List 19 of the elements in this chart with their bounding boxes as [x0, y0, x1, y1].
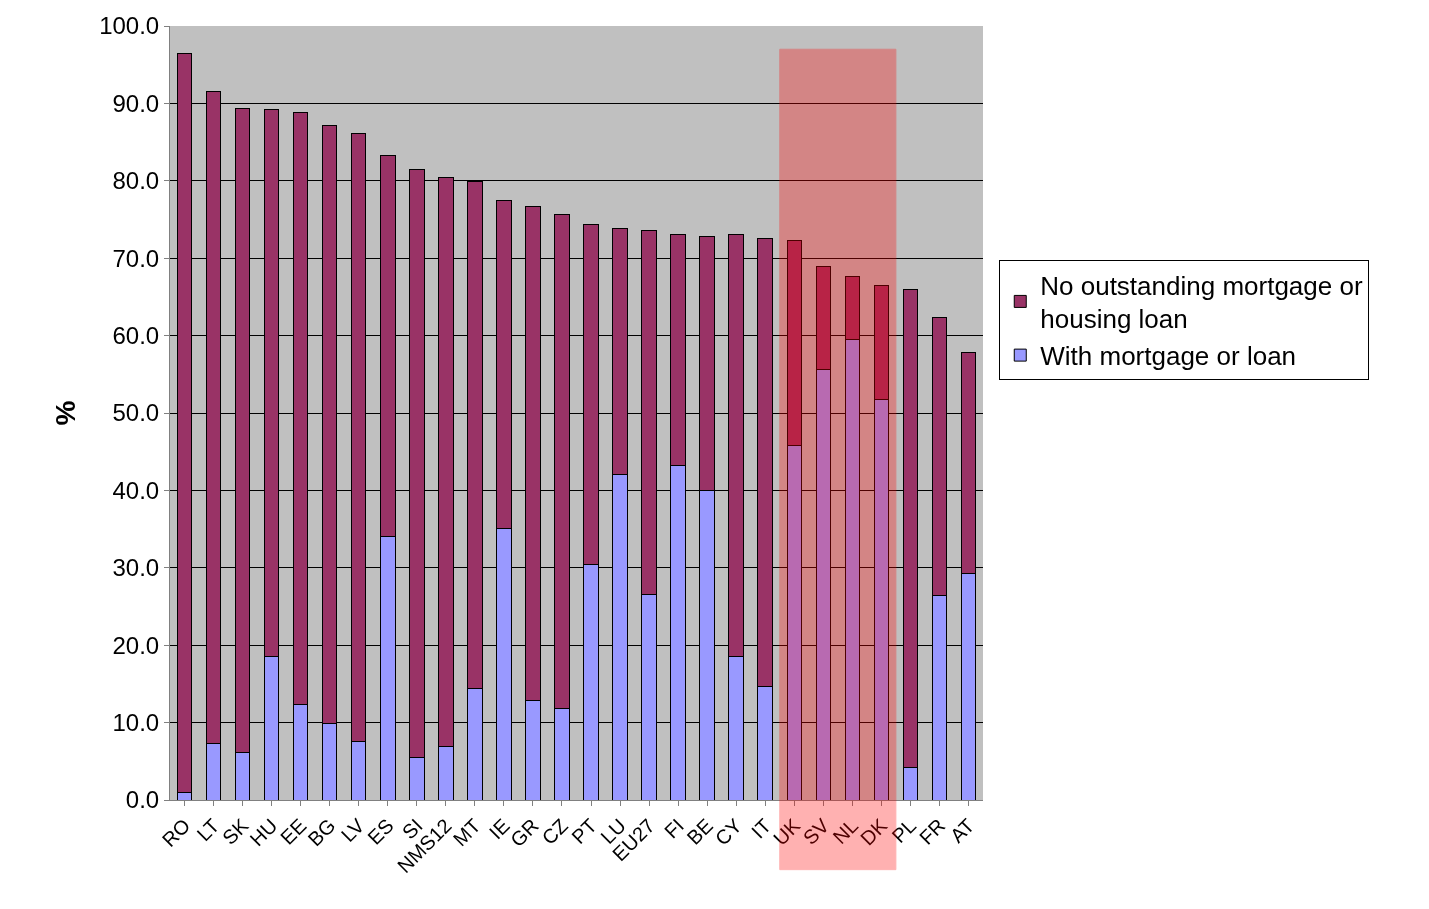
legend-label: With mortgage or loan	[1040, 341, 1297, 372]
x-tick-label: RO	[157, 814, 195, 852]
x-tick-label: UK	[768, 813, 805, 850]
y-tick-label: 100.0	[99, 12, 160, 40]
y-tick-label: 80.0	[112, 167, 160, 195]
y-axis-title: %	[49, 400, 81, 426]
y-tick-label: 10.0	[112, 709, 160, 736]
x-tick-label: LT	[192, 814, 224, 846]
y-tick-label: 50.0	[112, 399, 160, 427]
legend-label: No outstanding mortgage or housing loan	[1040, 270, 1363, 335]
y-tick-label: 0.0	[125, 786, 160, 814]
y-tick-label: 90.0	[112, 89, 160, 117]
y-tick-label: 30.0	[112, 554, 160, 582]
y-tick-label: 40.0	[112, 476, 160, 504]
y-tick-label: 20.0	[112, 631, 160, 659]
y-tick-label: 70.0	[112, 244, 160, 272]
x-tick-label: AT	[945, 814, 979, 847]
x-tick-label: ES	[363, 814, 398, 849]
y-tick-label: 60.0	[112, 322, 160, 349]
